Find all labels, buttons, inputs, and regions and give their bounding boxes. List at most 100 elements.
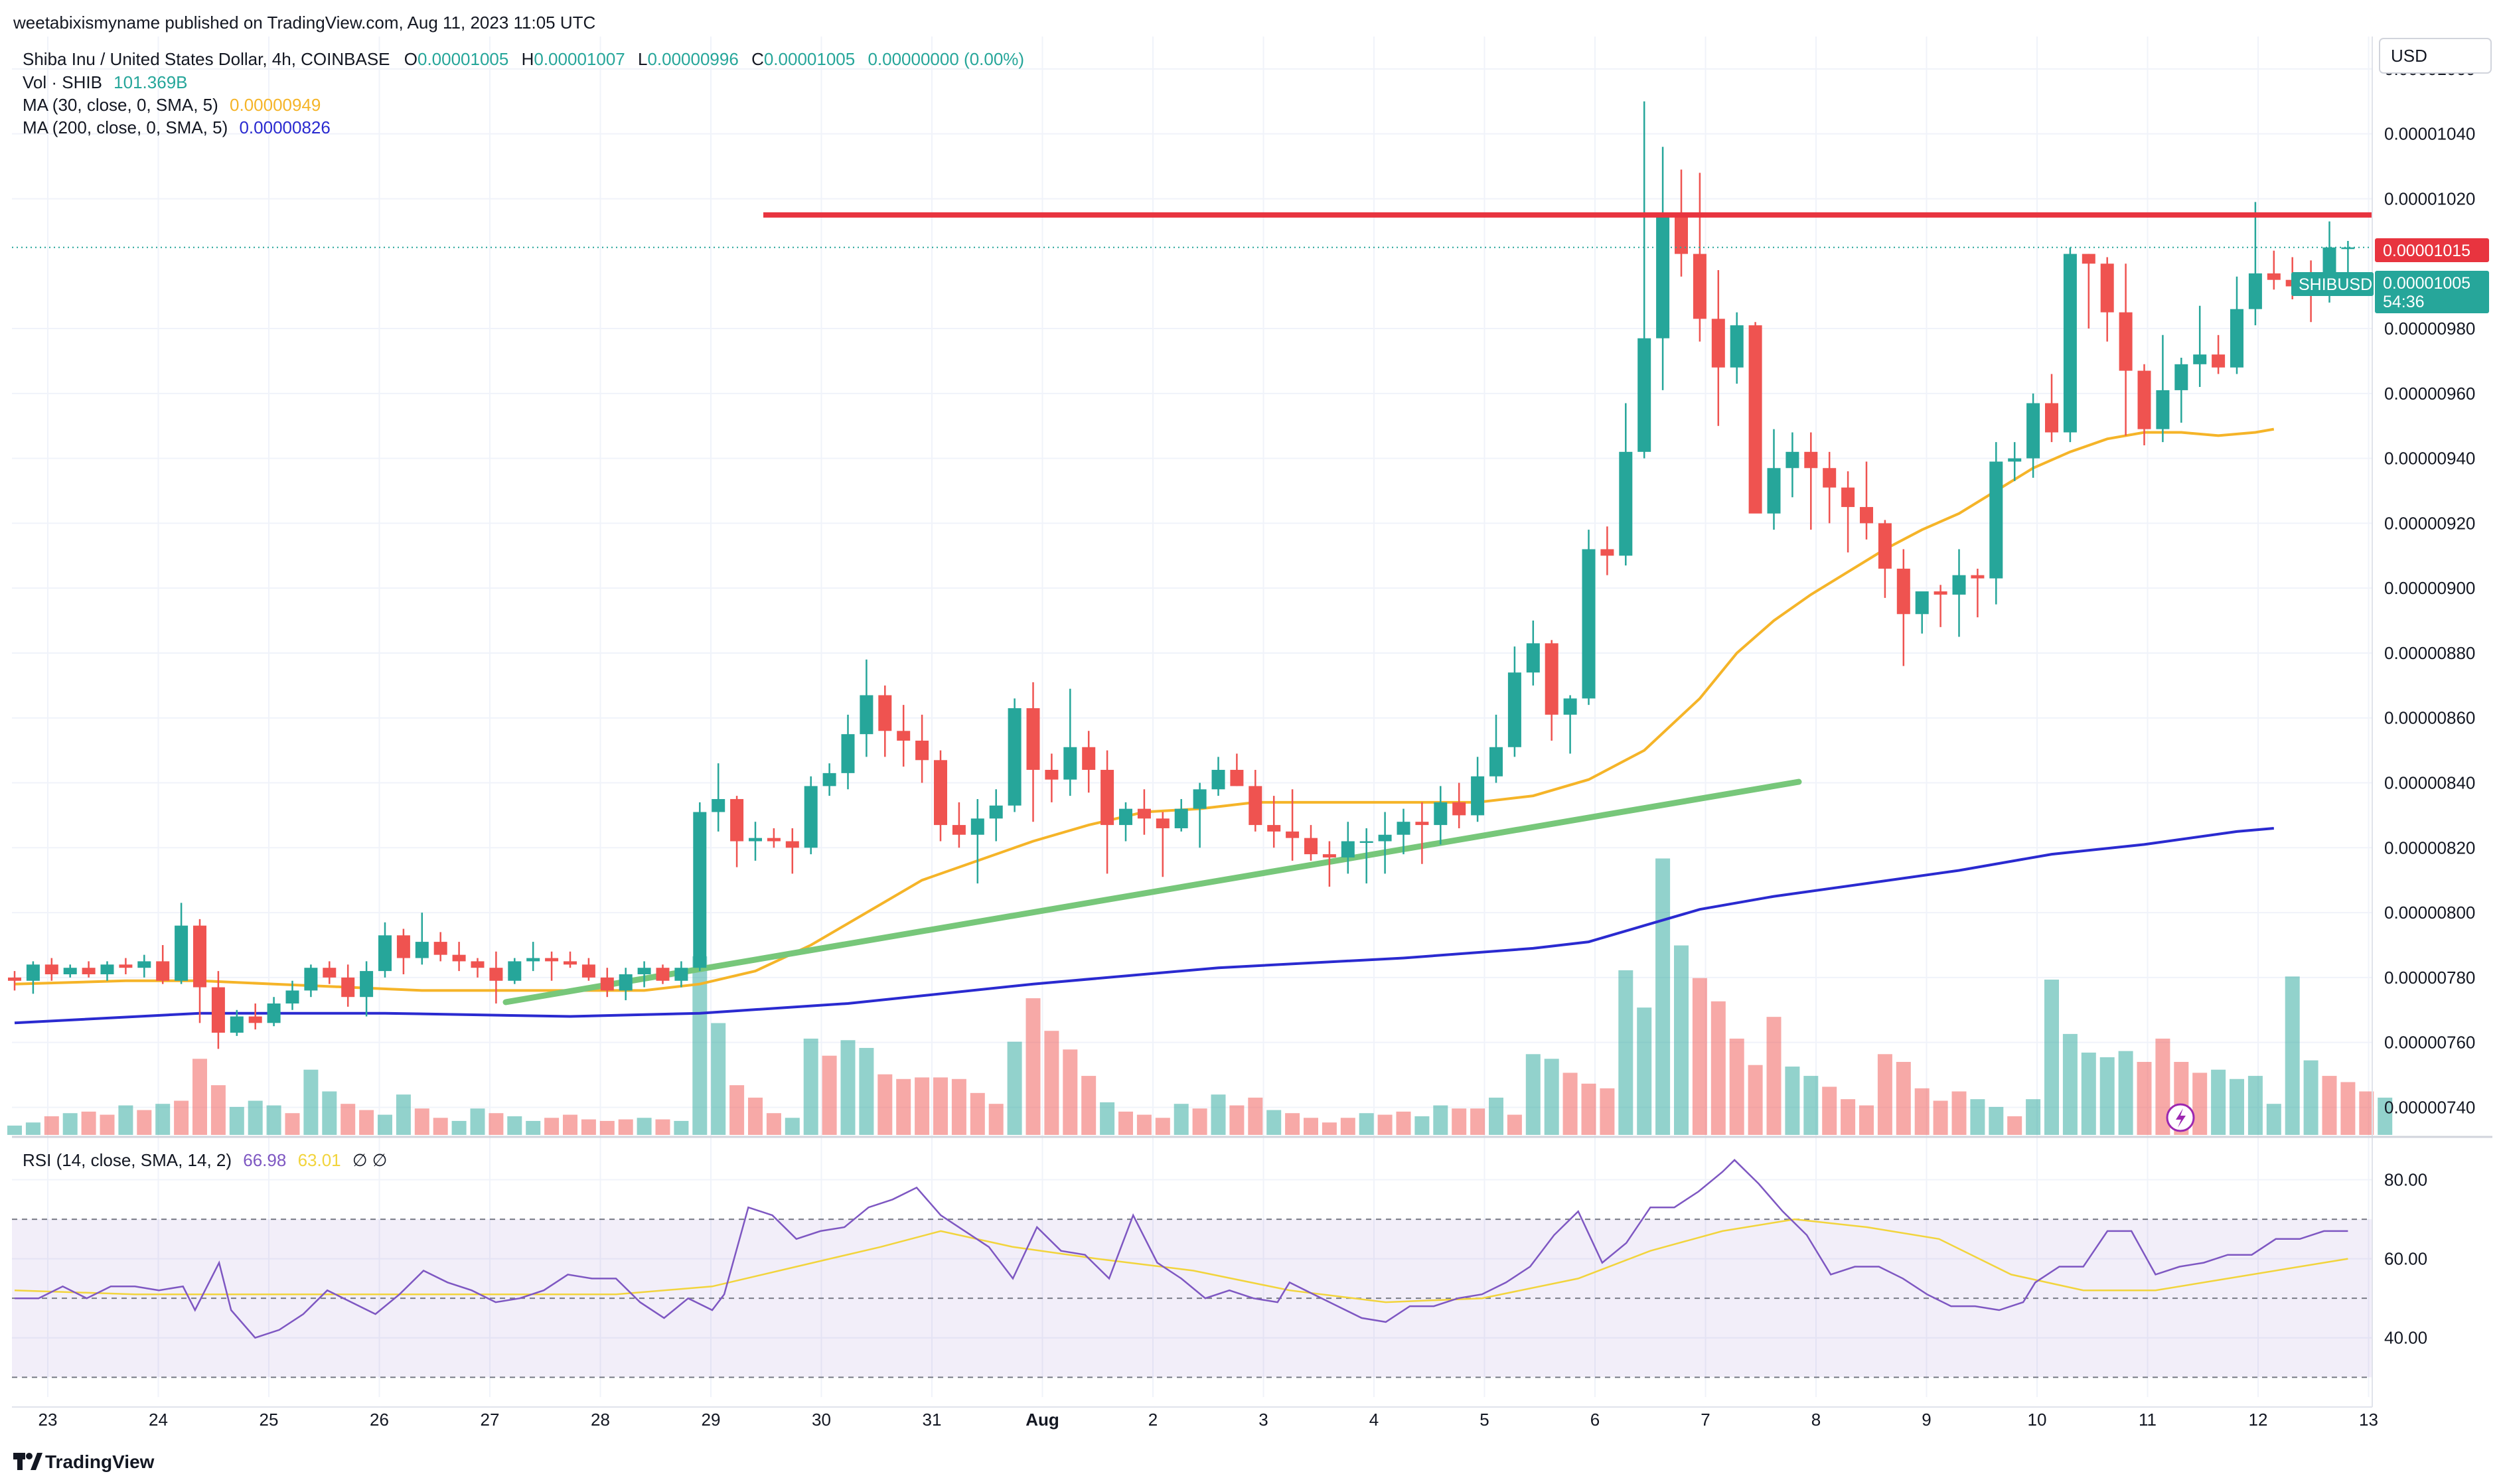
trend-line[interactable] [502, 779, 1802, 1005]
volume-bar [1822, 1086, 1837, 1135]
time-tick-label: 5 [1480, 1410, 1489, 1430]
volume-bar [1136, 1114, 1152, 1135]
time-tick-label: 29 [702, 1410, 721, 1430]
volume-bar [581, 1119, 596, 1135]
ma200-label: MA (200, close, 0, SMA, 5) [23, 117, 228, 137]
volume-bar [915, 1077, 930, 1135]
time-tick-label: 26 [370, 1410, 389, 1430]
candle-body [8, 977, 21, 981]
volume-bar [451, 1120, 467, 1135]
volume-bar [637, 1118, 652, 1135]
volume-bar [248, 1100, 263, 1135]
volume-bar [2137, 1062, 2152, 1135]
candle-body [360, 971, 374, 998]
time-tick-label: 13 [2359, 1410, 2378, 1430]
candle-body [1785, 451, 1799, 469]
time-tick-label: 7 [1701, 1410, 1710, 1430]
time-tick-label: 3 [1258, 1410, 1268, 1430]
candle-body [970, 818, 984, 835]
candle-body [100, 964, 114, 974]
price-tick-label: 0.00000780 [2384, 968, 2475, 988]
volume-bar [2044, 980, 2059, 1135]
candle-body [1211, 769, 1225, 790]
volume-bar [1452, 1108, 1467, 1135]
candle-body [471, 961, 485, 968]
volume-bar [2340, 1082, 2356, 1135]
volume-bar [2062, 1033, 2078, 1135]
price-tick-label: 0.00000900 [2384, 578, 2475, 598]
time-tick-label: 30 [812, 1410, 831, 1430]
volume-bar [1285, 1113, 1300, 1135]
time-tick-label: 28 [591, 1410, 610, 1430]
candle-body [785, 841, 799, 848]
volume-bar [2081, 1052, 2096, 1135]
candle-body [600, 977, 614, 991]
candle-body [1989, 461, 2003, 579]
volume-bar [563, 1114, 577, 1135]
rsi-value: 66.98 [243, 1150, 286, 1170]
ma30-path [14, 427, 2275, 992]
volume-bar [1748, 1065, 1763, 1135]
candle-body [1304, 838, 1318, 855]
ohlc-high-key: H [522, 49, 534, 69]
time-tick-label: 27 [481, 1410, 500, 1430]
volume-bar [1544, 1059, 1559, 1135]
candle-body [2212, 354, 2226, 368]
volume-bar [378, 1114, 392, 1135]
price-tag-symbol: SHIBUSD [2299, 275, 2372, 294]
volume-bar [2247, 1076, 2263, 1135]
volume-bar [1507, 1114, 1522, 1135]
time-tick-label: 6 [1590, 1410, 1600, 1430]
candle-body [267, 1003, 281, 1023]
rsi-tick-label: 40.00 [2384, 1328, 2427, 1348]
volume-bar [1044, 1031, 1059, 1135]
candle-body [989, 805, 1003, 819]
ma30-line [14, 427, 2275, 992]
candle-body [1397, 822, 1410, 835]
volume-bar [1229, 1105, 1245, 1135]
volume-bar [692, 956, 708, 1135]
volume-bar [1841, 1099, 1856, 1135]
volume-bar [840, 1040, 856, 1135]
volume-bar [2359, 1091, 2374, 1135]
volume-bar [1785, 1067, 1800, 1135]
candle-body [1082, 747, 1096, 770]
time-tick-label: 25 [260, 1410, 279, 1430]
candle-body [1322, 854, 1336, 857]
candle-body [175, 925, 189, 981]
candle-body [804, 786, 818, 848]
candle-body [1915, 591, 1929, 615]
candle-body [693, 812, 707, 968]
currency-box[interactable] [2379, 38, 2492, 74]
price-tick-label: 0.00000940 [2384, 449, 2475, 469]
candle-body [63, 968, 77, 974]
candle-body [2248, 273, 2262, 309]
volume-bar [2118, 1051, 2133, 1135]
candle-body [581, 964, 595, 978]
candle-body [1934, 591, 1947, 595]
volume-bar [1359, 1113, 1374, 1135]
ma200-legend: MA (200, close, 0, SMA, 5) 0.00000826 [23, 117, 331, 137]
ohlc-low-key: L [638, 49, 647, 69]
volume-bar [62, 1113, 78, 1135]
candle-body [1101, 769, 1114, 826]
time-tick-label: 11 [2139, 1410, 2157, 1430]
candle-body [2267, 273, 2281, 280]
vol-label: Vol · SHIB [23, 72, 102, 92]
volume-bar [822, 1055, 837, 1135]
volume-bar [599, 1120, 615, 1135]
volume-bar [1489, 1097, 1503, 1135]
rsi-path [15, 1159, 2348, 1339]
candle-body [415, 942, 429, 958]
volume-bar [1729, 1038, 1744, 1135]
candle-body [841, 734, 855, 773]
tradingview-logo-icon [13, 1453, 42, 1470]
volume-bar [1655, 858, 1671, 1135]
candle-body [878, 695, 892, 731]
price-tick-label: 0.00000980 [2384, 319, 2475, 338]
time-tick-label: Aug [1025, 1410, 1059, 1430]
candle-body [1452, 802, 1466, 816]
candle-body [1359, 841, 1373, 844]
volume-bar [933, 1077, 948, 1135]
